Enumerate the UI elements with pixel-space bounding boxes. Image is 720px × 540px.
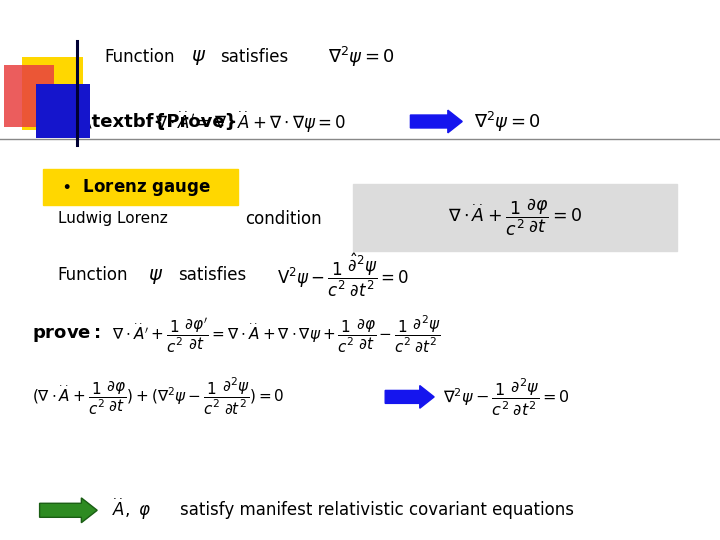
Bar bbox=[36, 84, 90, 138]
FancyArrow shape bbox=[410, 110, 462, 133]
Text: satisfies: satisfies bbox=[179, 266, 247, 285]
Text: $\psi$: $\psi$ bbox=[191, 48, 206, 68]
Text: $\psi$: $\psi$ bbox=[148, 267, 163, 286]
Text: $\nabla \cdot \overset{..}{A} + \dfrac{1}{c^2}\dfrac{\partial\varphi}{\partial t: $\nabla \cdot \overset{..}{A} + \dfrac{1… bbox=[448, 197, 582, 238]
Text: satisfy manifest relativistic covariant equations: satisfy manifest relativistic covariant … bbox=[180, 501, 574, 519]
FancyBboxPatch shape bbox=[353, 184, 677, 251]
FancyArrow shape bbox=[385, 386, 434, 408]
Text: $\mathrm{V}^2\psi - \dfrac{1}{c^2}\dfrac{\hat{\partial}^2\psi}{\partial t^2} = 0: $\mathrm{V}^2\psi - \dfrac{1}{c^2}\dfrac… bbox=[277, 252, 410, 299]
Text: Function: Function bbox=[104, 48, 175, 66]
FancyBboxPatch shape bbox=[43, 169, 238, 205]
Text: $\nabla \cdot \overset{..}{A}{}^{\prime} + \dfrac{1}{c^2}\dfrac{\partial\varphi^: $\nabla \cdot \overset{..}{A}{}^{\prime}… bbox=[112, 314, 440, 355]
Text: satisfies: satisfies bbox=[220, 48, 288, 66]
Text: $\nabla^2\psi = 0$: $\nabla^2\psi = 0$ bbox=[474, 110, 541, 133]
Text: $\nabla^2\psi = 0$: $\nabla^2\psi = 0$ bbox=[328, 45, 395, 69]
Text: $\nabla^2\psi - \dfrac{1}{c^2}\dfrac{\partial^2\psi}{\partial t^2} = 0$: $\nabla^2\psi - \dfrac{1}{c^2}\dfrac{\pa… bbox=[443, 377, 570, 417]
FancyArrow shape bbox=[40, 498, 97, 523]
Text: $(\nabla \cdot \overset{..}{A} + \dfrac{1}{c^2}\dfrac{\partial\varphi}{\partial : $(\nabla \cdot \overset{..}{A} + \dfrac{… bbox=[32, 376, 285, 417]
Text: $\overset{..}{A},\ \varphi$: $\overset{..}{A},\ \varphi$ bbox=[112, 496, 151, 522]
Bar bbox=[22, 57, 83, 130]
Text: $\mathbf{prove{:}}$: $\mathbf{prove{:}}$ bbox=[32, 325, 101, 345]
Text: $\bullet$  Lorenz gauge: $\bullet$ Lorenz gauge bbox=[61, 177, 212, 198]
Text: condition: condition bbox=[245, 210, 321, 228]
Text: Ludwig Lorenz: Ludwig Lorenz bbox=[58, 211, 167, 226]
Text: \textbf{Prove}: \textbf{Prove} bbox=[85, 112, 238, 131]
Text: Function: Function bbox=[58, 266, 128, 285]
Bar bbox=[4, 65, 54, 127]
Text: $\nabla \cdot \overset{..}{A}{}^{\prime} = \nabla \cdot \overset{..}{A} + \nabla: $\nabla \cdot \overset{..}{A}{}^{\prime}… bbox=[155, 109, 346, 134]
